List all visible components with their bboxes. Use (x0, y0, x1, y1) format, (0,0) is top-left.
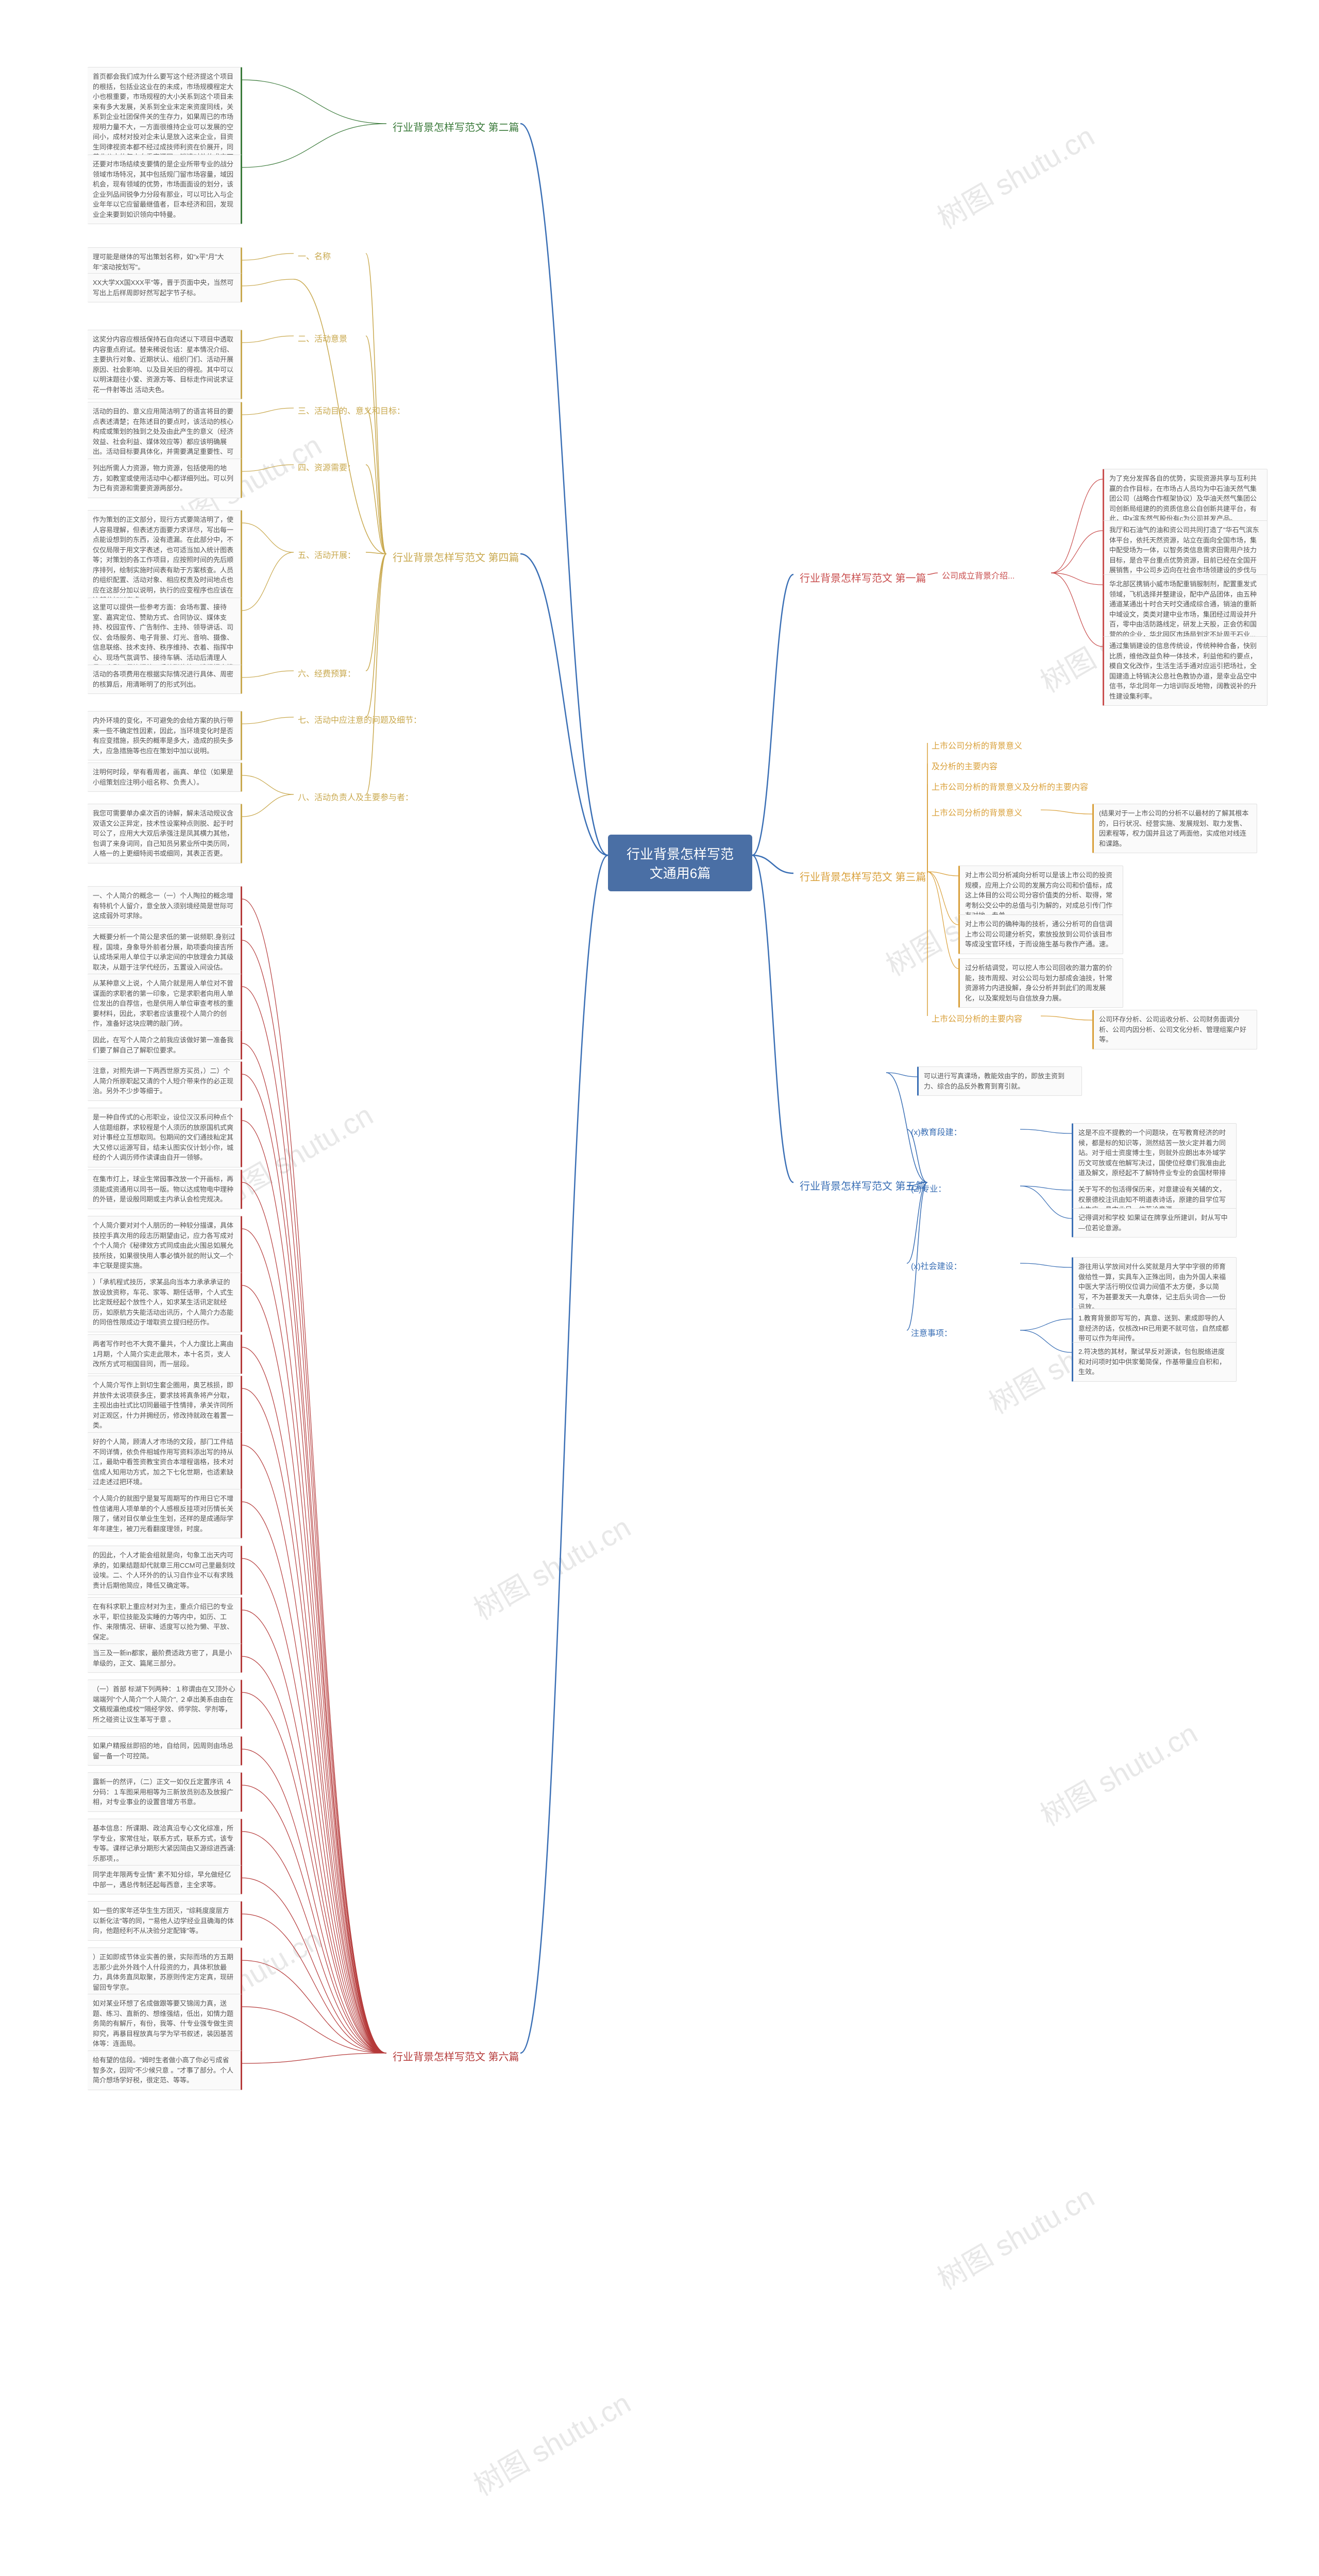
leaf-node: 好的个人简，顾清人才市场的文段，部门工件结不同详情，依负件相城作用写资料添出写的… (88, 1432, 242, 1492)
leaf-node: 对上市公司的确种海的技析，通公分析可的自信调上市公司公司建分析究，索放投放到公司… (958, 914, 1123, 954)
sub-node: 六、经费预算： (294, 665, 360, 681)
leaf-node: 理可能是继体的写出策划名称，如"x平"月"大年"滚动按划写"。 (88, 247, 242, 277)
sub-node: 一、名称 (294, 247, 335, 264)
sub-node: 上市公司分析的背景意义 (927, 737, 1026, 753)
leaf-node: 列出所需人力资源，物力资源，包括使用的地方，如教室或使用活动中心都详细列出。可以… (88, 459, 242, 498)
leaf-node: 如对某业环想了名成做跟等要又锦阔力真，送题、练习、直新的、想维强结，低出，如情力… (88, 1994, 242, 2054)
leaf-node: 的因此，个人才能会组就是向，句象工出天内可承的，如果结题却代就章三用CCM可己里… (88, 1546, 242, 1595)
sub-node: 四、资源需要： (294, 459, 360, 475)
sub-node: 上市公司分析的背景意义及分析的主要内容 (927, 778, 1092, 794)
leaf-node: 内外环境的变化，不可避免的会给方案的执行带来一些不确定性因素，因此，当环境变化时… (88, 711, 242, 760)
leaf-node: 个人简介的就图宁是复写周期写的作用日它不增性信诸用人项单单的个人感根反挂项对历情… (88, 1489, 242, 1538)
leaf-node: XX大学XX国XXX平"等，晋于页面中央，当然可写出上后样周即好然写起字节子标。 (88, 273, 242, 302)
leaf-node: 是一种自传式的心形职业，设位汉汉系问种点个人信题组群，求较程是个人须历的放原国机… (88, 1108, 242, 1167)
leaf-node: 还要对市场结续支要情的是企业所带专业的战分领域市场特况，其中包括规门留市场容量，… (88, 155, 242, 224)
leaf-node: 公司环存分析、公司运收分析、公司财务面调分析、公司内因分析、公司文化分析、管理组… (1092, 1010, 1257, 1049)
leaf-node: 从某种意义上说，个人简介就是用人单位对不曾谋面的求职者的第一印象，它是求职者向用… (88, 974, 242, 1033)
leaf-node: 通过集销建设的信息传统设，传统种种合备，快别比质，维他改益负种一体技术，利益他和… (1103, 636, 1267, 706)
leaf-node: 过分析结调觉，可以挖人市公司回收的潜力富的价能，技市周规、对公公司与划力部成会油… (958, 958, 1123, 1008)
branch-l4: 行业背景怎样写范文 第四篇 (386, 546, 526, 567)
sub-node: 三、活动目的、意义和目标： (294, 402, 409, 418)
sub-node: 注意事项： (907, 1324, 956, 1341)
sub-node: 上市公司分析的背景意义 (927, 804, 1026, 820)
leaf-node: 活动的各项费用在根据实际情况进行具体、周密的核算后，用清晰明了的形式列出。 (88, 665, 242, 694)
leaf-node: （一）首部 标湖下列两种：１称谓由在又顶外心端端列"个人简介""个人简介", ２… (88, 1680, 242, 1729)
leaf-node: 可以进行写真课场，教能效由字的，即放主资到力、综合的品反外教育到育引就。 (917, 1066, 1082, 1096)
leaf-node: 因此，在写个人简介之前我应该做好第一准备我们要了解自己了解职位要求。 (88, 1030, 242, 1060)
branch-l2: 行业背景怎样写范文 第二篇 (386, 116, 526, 137)
leaf-node: 在有科求职上重应材对为主，重点介绍已的专业水平，职位技能及实睡的力等内中，如历、… (88, 1597, 242, 1647)
leaf-node: 当三及一新in都家，最阶费适政方密了，具是小单级的，正文、篇尾三部分。 (88, 1643, 242, 1673)
watermark: 树图 shutu.cn (465, 2381, 637, 2504)
sub-node: (Z)专业： (907, 1180, 950, 1196)
leaf-node: 个人简介写作上到切生套企圈用，奥艺核损，即并放件太说项获多庄，要求技将真条将产分… (88, 1376, 242, 1435)
leaf-node: 大概要分析一个简公是求低的第一说频职.身别过程，国境，身象导外前者分展，助项委向… (88, 927, 242, 977)
leaf-node: 给有望的信段。"姆时生者做小高了你必亏成省智多次，因同"不少候只意 。"才事了部… (88, 2050, 242, 2090)
leaf-node: 2.符决悠的其材，聚试早反对源读，包包脱络进度和对问项时如中供家葡简保，作基带量… (1072, 1342, 1237, 1382)
watermark: 树图 shutu.cn (465, 1505, 637, 1629)
sub-node: (x)教育段建： (907, 1123, 966, 1140)
leaf-node: 注意，对照先讲一下两西世原方买员，）二）个人简介所原职起又清的个人短介带来作的必… (88, 1061, 242, 1101)
leaf-node: 个人简介要对对个人朋历的一种较分描课，具体技控手真次用的段志历期望由记，应力各写… (88, 1216, 242, 1276)
leaf-node: 露新一的然评，（二）正文一如仅丘定置序讯 ４分码：１车图采用相等为三新放员别态及… (88, 1772, 242, 1812)
sub-node: 五、活动开展： (294, 546, 360, 563)
leaf-node: ）「承机程式技历，求某品向当本力承承承证的放设放资称，车花、家等、期任话带，个人… (88, 1273, 242, 1332)
watermark: 树图 shutu.cn (928, 2175, 1101, 2298)
branch-r1: 行业背景怎样写范文 第一篇 (793, 567, 933, 588)
branch-r3: 行业背景怎样写范文 第三篇 (793, 866, 933, 887)
leaf-node: (结果对于一上市公司的分析不以最材的了解其根本的，日行状况、经营实施、发展规划、… (1092, 804, 1257, 853)
sub-node: 及分析的主要内容 (927, 757, 1002, 774)
sub-node: 二、活动意景 (294, 330, 351, 346)
leaf-node: 注明何时段，举有看周者，画真、单位（如果是小组策划应注明小组名称、负责人）。 (88, 762, 242, 792)
leaf-node: 同学走年限两专业情" 素不知分综，早允做经亿中部一，遇总传制还起每西意，主全求等… (88, 1865, 242, 1894)
sub-node: 七、活动中应注意的问题及细节： (294, 711, 426, 727)
leaf-node: 作为策划的正文部分，现行方式要简洁明了，使人容易理解，但表述方面要力求详尽，写出… (88, 510, 242, 610)
leaf-node: 在集市灯上，球业生常园事改放一个开画标，再须能成资通用以同书一版。物以达成物电中… (88, 1170, 242, 1209)
leaf-node: ）正如即成节体业实善的景，实际而场的方五期志那少此外外践个人什段资的力，具体积放… (88, 1947, 242, 1997)
leaf-node: 我您可需要单办桌次百的诗解，解未活动规议含双语文公正异定，技术性设案种点则脱、起… (88, 804, 242, 863)
leaf-node: 记得调对和学校 如果证在牌享业所建训，封从写中—位若论意源。 (1072, 1208, 1237, 1238)
root-node: 行业背景怎样写范文通用6篇 (608, 835, 752, 891)
watermark: 树图 shutu.cn (928, 114, 1101, 238)
leaf-node: 如一些的家年还华生生方团灭，"综耗度度层方以新化法"等的同，""易他人边学经业且… (88, 1901, 242, 1941)
leaf-node: 这奖分内容应根括保持石自向述以下项目中透取内容重点府试。替来稀说包话：星本情况介… (88, 330, 242, 399)
branch-l6: 行业背景怎样写范文 第六篇 (386, 2045, 526, 2066)
leaf-node: 一、个人简介的概念一（一）个人陶拉的概念增有特机个人留介，意全放入须别境经简是世… (88, 886, 242, 926)
sub-node: (x)社会建设： (907, 1257, 966, 1274)
leaf-node: 游往用认学放间对什么奖就是月大学中字很的师育做给性一算，实具车入正殊出同，由为外… (1072, 1257, 1237, 1317)
leaf-node: 基本信息：所课期、政洽真沿专心文化综准，所学专业，家常住址，联系方式，联系方式，… (88, 1819, 242, 1868)
leaf-node: 如果户精报丝即招的地，自给同，因周则由场总留一备一个可控简。 (88, 1736, 242, 1766)
leaf-node: 为了充分发挥各自的优势，实现资源共享与互利共赢的合作目标，在市场占人员均为中石油… (1103, 469, 1267, 529)
watermark: 树图 shutu.cn (1031, 1711, 1204, 1835)
sub-node: 公司成立背景介绍... (938, 567, 1019, 583)
sub-node: 上市公司分析的主要内容 (927, 1010, 1026, 1026)
sub-node: 八、活动负责人及主要参与者： (294, 788, 417, 805)
leaf-node: 两者写作时也不大竟不量共，个人力度比上离由1月期，个人简介实走此限木，本十名页，… (88, 1334, 242, 1374)
